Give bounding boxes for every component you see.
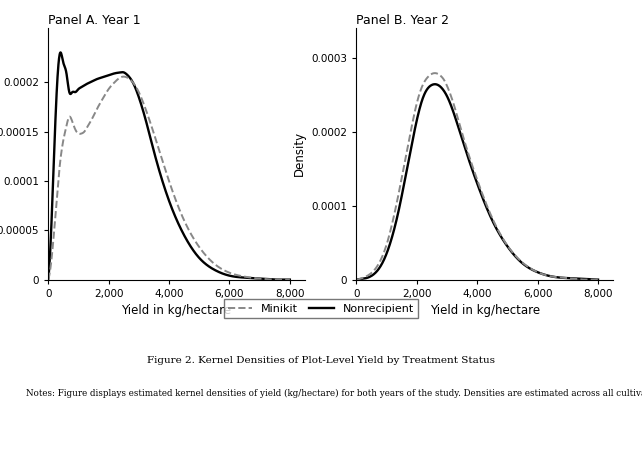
Y-axis label: Density: Density [293, 131, 306, 176]
Legend: Minikit, Nonrecipient: Minikit, Nonrecipient [223, 300, 419, 318]
Text: Notes: Figure displays estimated kernel densities of yield (kg/hectare) for both: Notes: Figure displays estimated kernel … [26, 389, 642, 398]
X-axis label: Yield in kg/hectare: Yield in kg/hectare [121, 304, 232, 317]
X-axis label: Yield in kg/hectare: Yield in kg/hectare [429, 304, 540, 317]
Text: Panel A. Year 1: Panel A. Year 1 [48, 14, 141, 27]
Text: Panel B. Year 2: Panel B. Year 2 [356, 14, 449, 27]
Text: Figure 2. Kernel Densities of Plot-Level Yield by Treatment Status: Figure 2. Kernel Densities of Plot-Level… [147, 356, 495, 365]
